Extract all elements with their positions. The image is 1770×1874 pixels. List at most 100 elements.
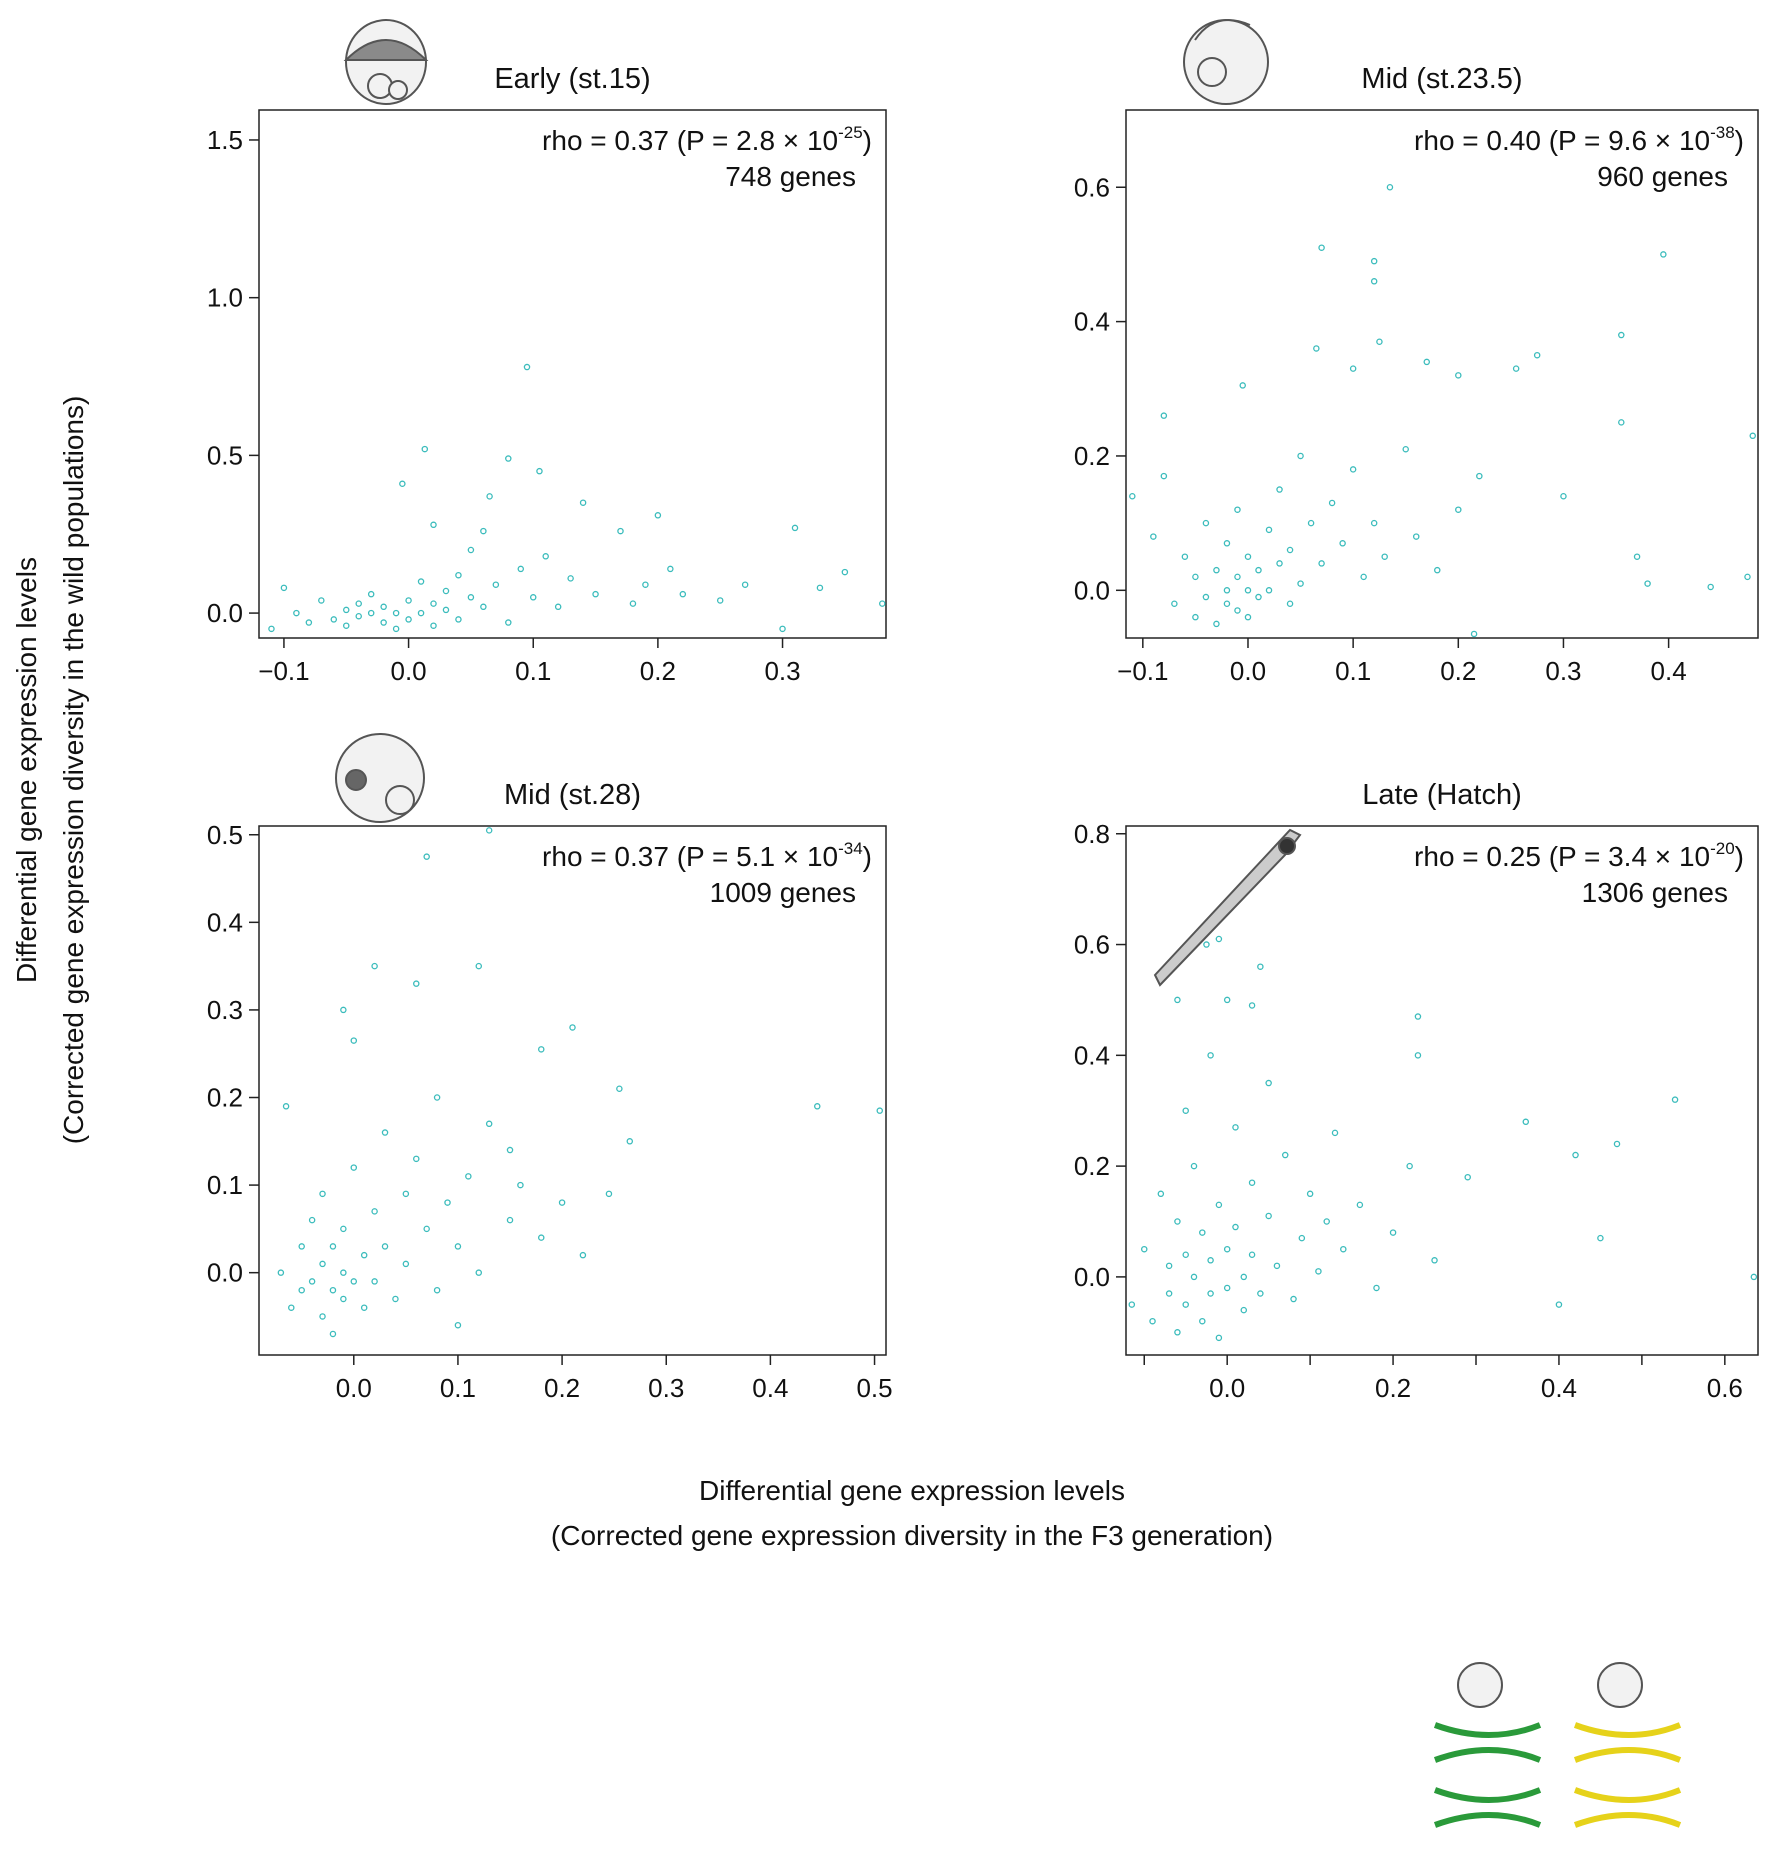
point [1512, 365, 1520, 372]
panel-title: Mid (st.28) [504, 779, 641, 811]
x-tick-label: 0.3 [764, 656, 800, 686]
point [360, 1251, 368, 1259]
point [1618, 331, 1625, 339]
point [340, 1269, 347, 1276]
point [360, 1304, 368, 1311]
point [350, 1037, 358, 1044]
point [538, 1234, 545, 1241]
point [1215, 1334, 1223, 1342]
genes-label: 960 genes [1597, 161, 1728, 192]
point [617, 527, 624, 535]
point [1265, 587, 1273, 594]
point [536, 467, 543, 475]
x-tick-label: −0.1 [1117, 656, 1168, 686]
point [1165, 1290, 1173, 1297]
point [280, 584, 288, 592]
point [1373, 1284, 1380, 1292]
plot-frame [258, 109, 887, 639]
point [1318, 560, 1325, 567]
point [1160, 412, 1168, 419]
x-tick-label: 0.6 [1707, 1373, 1743, 1403]
y-tick-label: 1.0 [207, 283, 243, 313]
y-tick-label: 0.2 [207, 1083, 243, 1113]
point [529, 594, 537, 601]
point [442, 606, 450, 614]
point [421, 445, 429, 453]
point [1356, 1201, 1364, 1209]
point [444, 1199, 451, 1206]
point [1340, 1245, 1347, 1253]
point [355, 600, 362, 607]
point [486, 493, 493, 500]
point [1412, 533, 1420, 540]
annotation-exponent: -20 [1710, 839, 1735, 858]
point [1707, 583, 1714, 591]
point [430, 622, 437, 629]
point [1257, 963, 1264, 970]
point [1182, 1107, 1189, 1114]
point [343, 622, 350, 629]
point [1381, 553, 1388, 560]
embryo-illustration [335, 19, 1643, 1708]
point [1306, 1190, 1314, 1198]
point [1215, 935, 1223, 943]
point [1199, 1229, 1206, 1236]
point [1240, 1306, 1248, 1314]
point [1140, 1245, 1148, 1253]
point [779, 625, 786, 633]
point [1223, 1245, 1231, 1253]
point [1434, 566, 1441, 574]
x-tick-label: 0.2 [640, 656, 676, 686]
point [268, 625, 275, 633]
point [791, 524, 799, 532]
point [277, 1269, 285, 1276]
point [371, 1278, 378, 1285]
point [517, 1181, 524, 1189]
point [592, 590, 599, 598]
plot-frame [1125, 825, 1759, 1356]
y-axis-title: Differential gene expression levels [11, 557, 42, 983]
point [399, 480, 406, 488]
annotation: rho = 0.40 (P = 9.6 × 10-38) [1414, 123, 1744, 156]
point [1455, 372, 1462, 379]
y-tick-label: 0.6 [1074, 172, 1110, 202]
point [465, 1173, 472, 1180]
point [417, 578, 425, 585]
point [1128, 1301, 1136, 1308]
point [1129, 493, 1136, 500]
point [1370, 257, 1378, 265]
point [392, 609, 400, 617]
point [1265, 1079, 1272, 1087]
point [1255, 593, 1262, 601]
point [392, 625, 400, 633]
point [579, 499, 587, 506]
point [1431, 1257, 1438, 1264]
point [1660, 251, 1667, 258]
point [417, 609, 425, 617]
point [350, 1278, 358, 1285]
plot-frame [1125, 109, 1759, 639]
point [1313, 345, 1320, 352]
point [654, 512, 662, 519]
point [371, 962, 378, 970]
point [506, 1216, 514, 1224]
point [1174, 1218, 1181, 1225]
point [1202, 593, 1210, 601]
panel-title: Late (Hatch) [1362, 779, 1522, 811]
point [485, 827, 493, 834]
point [455, 571, 462, 579]
annotation-exponent: -38 [1710, 123, 1735, 142]
point [1423, 358, 1431, 366]
point [380, 603, 387, 611]
point [1192, 613, 1199, 621]
point [423, 853, 430, 860]
point [455, 616, 462, 623]
point [454, 1321, 462, 1329]
point [433, 1094, 441, 1101]
x-tick-label: 0.5 [856, 1373, 892, 1403]
point [569, 1024, 576, 1031]
dna-icon [1433, 1722, 1682, 1828]
x-tick-label: 0.0 [336, 1373, 372, 1403]
point [381, 1243, 389, 1250]
point [506, 1146, 514, 1154]
